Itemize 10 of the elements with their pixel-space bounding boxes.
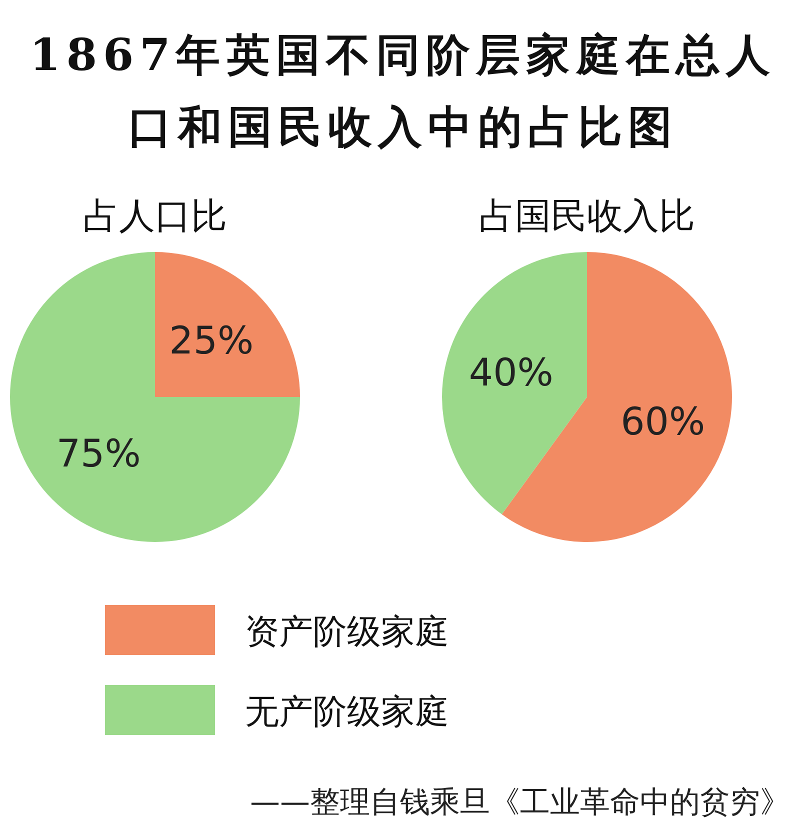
chart-subtitle: 占人口比: [83, 196, 227, 237]
data-label: 60%: [620, 400, 706, 444]
data-label: 75%: [56, 431, 141, 476]
data-label: 25%: [169, 318, 254, 363]
data-label: 40%: [468, 350, 554, 394]
chart-title: 1867年英国不同阶层家庭在总人口和国民收入中的占比图: [28, 29, 778, 155]
legend-label: 无产阶级家庭: [245, 692, 449, 732]
text: ——整理自钱乘旦《工业革命中的贫穷》: [250, 785, 790, 820]
chart-subtitle: 占国民收入比: [479, 196, 695, 237]
legend-label: 资产阶级家庭: [245, 612, 449, 652]
